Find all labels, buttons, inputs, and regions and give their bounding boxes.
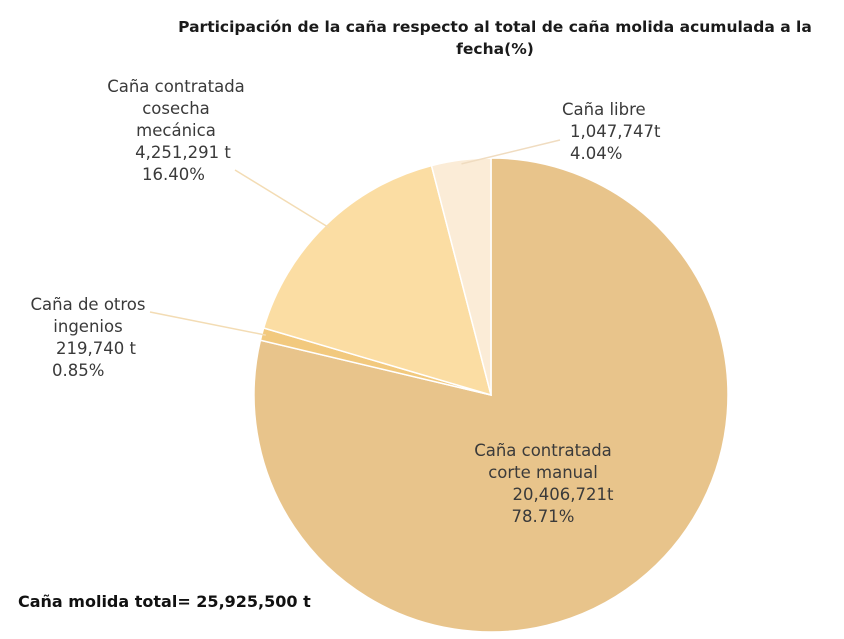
slice-value: 219,740 t [56, 339, 136, 358]
slice-percent: 0.85% [52, 361, 105, 380]
total-caption: Caña molida total= 25,925,500 t [18, 592, 311, 611]
slice-value: 4,251,291 t [135, 143, 231, 162]
slice-value: 20,406,721t [512, 485, 614, 504]
slice-label-line: Caña de otros [30, 295, 146, 314]
slice-percent: 4.04% [570, 144, 623, 163]
slice-label-line: corte manual [488, 463, 598, 482]
slice-label-cosecha-mecanica: Caña contratada cosecha mecánica 4,251,2… [86, 76, 266, 186]
leader-line [234, 169, 330, 229]
slice-value: 1,047,747t [570, 122, 661, 141]
slice-percent: 78.71% [511, 507, 575, 526]
slice-label-line: ingenios [53, 317, 123, 336]
slice-percent: 16.40% [142, 165, 205, 184]
slice-label-line: Caña contratada [474, 441, 612, 460]
pie-slice [262, 164, 493, 397]
leader-line [149, 311, 266, 336]
slice-label-corte-manual: Caña contratada corte manual 20,406,721t… [448, 440, 638, 528]
pie-slice [430, 157, 492, 396]
slice-label-libre: Caña libre 1,047,747t 4.04% [562, 99, 660, 165]
slice-label-line: Caña libre [562, 100, 646, 119]
slice-label-line: cosecha [142, 99, 210, 118]
chart-title: Participación de la caña respecto al tot… [178, 18, 812, 58]
slice-label-line: mecánica [136, 121, 216, 140]
leader-line [461, 139, 561, 165]
slice-label-otros-ingenios: Caña de otros ingenios 219,740 t 0.85% [18, 294, 158, 382]
slice-label-line: Caña contratada [107, 77, 245, 96]
